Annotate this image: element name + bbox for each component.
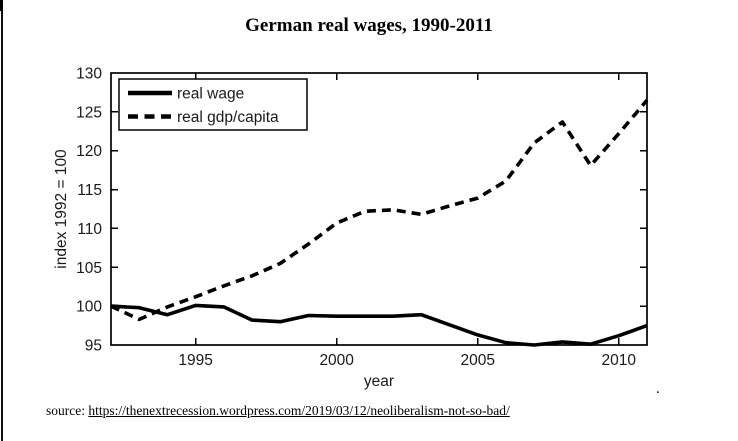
x-axis-label: year	[364, 373, 394, 390]
legend-label: real gdp/capita	[177, 109, 279, 126]
y-tick-label: 115	[77, 182, 102, 199]
y-tick-label: 105	[76, 260, 102, 277]
chart-title: German real wages, 1990-2011	[245, 15, 493, 36]
legend-label: real wage	[177, 86, 244, 103]
x-tick-label: 2005	[460, 352, 494, 369]
source-line: source: https://thenextrecession.wordpre…	[46, 403, 510, 419]
real-gdp-capita-line	[110, 99, 649, 322]
x-tick-label: 2000	[319, 352, 354, 369]
source-link[interactable]: https://thenextrecession.wordpress.com/2…	[88, 403, 510, 418]
legend-box	[118, 78, 308, 131]
x-tick-label: 1995	[178, 352, 212, 369]
real-wage-line	[110, 303, 648, 347]
y-tick-label: 130	[76, 66, 102, 83]
source-prefix: source:	[46, 403, 89, 418]
x-tick-label: 2010	[602, 352, 637, 369]
left-edge-top-mark	[0, 0, 3, 11]
y-tick-label: 110	[77, 221, 102, 238]
stray-period: .	[656, 381, 660, 397]
y-tick-label: 125	[76, 104, 102, 121]
y-tick-label: 100	[76, 299, 102, 316]
left-edge-line	[1, 0, 3, 441]
y-tick-label: 120	[76, 143, 102, 160]
y-axis-label: index 1992 = 100	[53, 149, 70, 269]
y-tick-label: 95	[85, 338, 102, 355]
wages-gdp-line-chart: 1995 2000 2005 2010 95 100 105 110 115 120 125 130 y…	[53, 66, 649, 390]
